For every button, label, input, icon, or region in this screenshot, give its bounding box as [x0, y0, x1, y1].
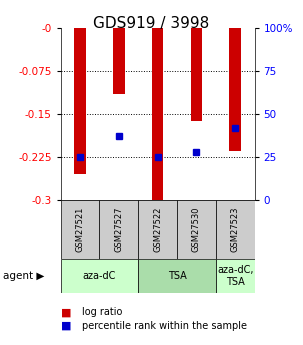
Text: GSM27521: GSM27521	[75, 207, 85, 252]
Text: aza-dC,
TSA: aza-dC, TSA	[217, 265, 253, 287]
Bar	[61, 259, 138, 293]
Bar	[229, 28, 241, 151]
Text: ■: ■	[61, 321, 71, 331]
Bar	[191, 28, 202, 121]
Bar	[216, 259, 255, 293]
Bar	[216, 200, 255, 259]
Text: aza-dC: aza-dC	[83, 271, 116, 281]
Text: GSM27522: GSM27522	[153, 207, 162, 252]
Bar	[113, 28, 125, 94]
Bar	[177, 200, 216, 259]
Text: GDS919 / 3998: GDS919 / 3998	[93, 16, 210, 30]
Text: GSM27530: GSM27530	[192, 207, 201, 252]
Text: percentile rank within the sample: percentile rank within the sample	[82, 321, 247, 331]
Bar	[74, 28, 86, 174]
Text: log ratio: log ratio	[82, 307, 122, 317]
Text: GSM27527: GSM27527	[114, 207, 123, 252]
Bar	[61, 200, 99, 259]
Bar	[138, 259, 216, 293]
Bar	[152, 28, 163, 200]
Bar	[99, 200, 138, 259]
Text: TSA: TSA	[168, 271, 186, 281]
Text: agent ▶: agent ▶	[3, 271, 45, 281]
Text: ■: ■	[61, 307, 71, 317]
Bar	[138, 200, 177, 259]
Text: GSM27523: GSM27523	[231, 207, 240, 252]
